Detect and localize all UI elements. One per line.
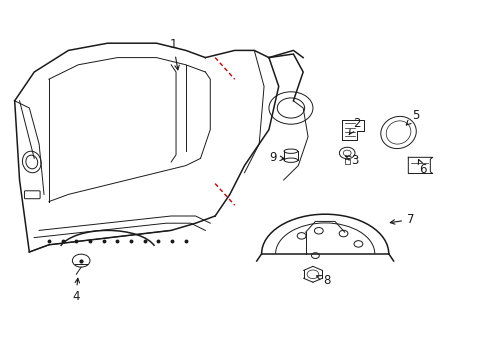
Text: 2: 2 [348, 117, 360, 135]
Text: 4: 4 [72, 278, 80, 303]
Text: 8: 8 [316, 274, 330, 287]
Text: 1: 1 [169, 39, 179, 70]
Text: 7: 7 [389, 213, 414, 226]
Text: 9: 9 [268, 151, 284, 164]
Text: 6: 6 [417, 159, 426, 176]
Text: 3: 3 [345, 154, 358, 167]
Text: 5: 5 [406, 109, 419, 125]
